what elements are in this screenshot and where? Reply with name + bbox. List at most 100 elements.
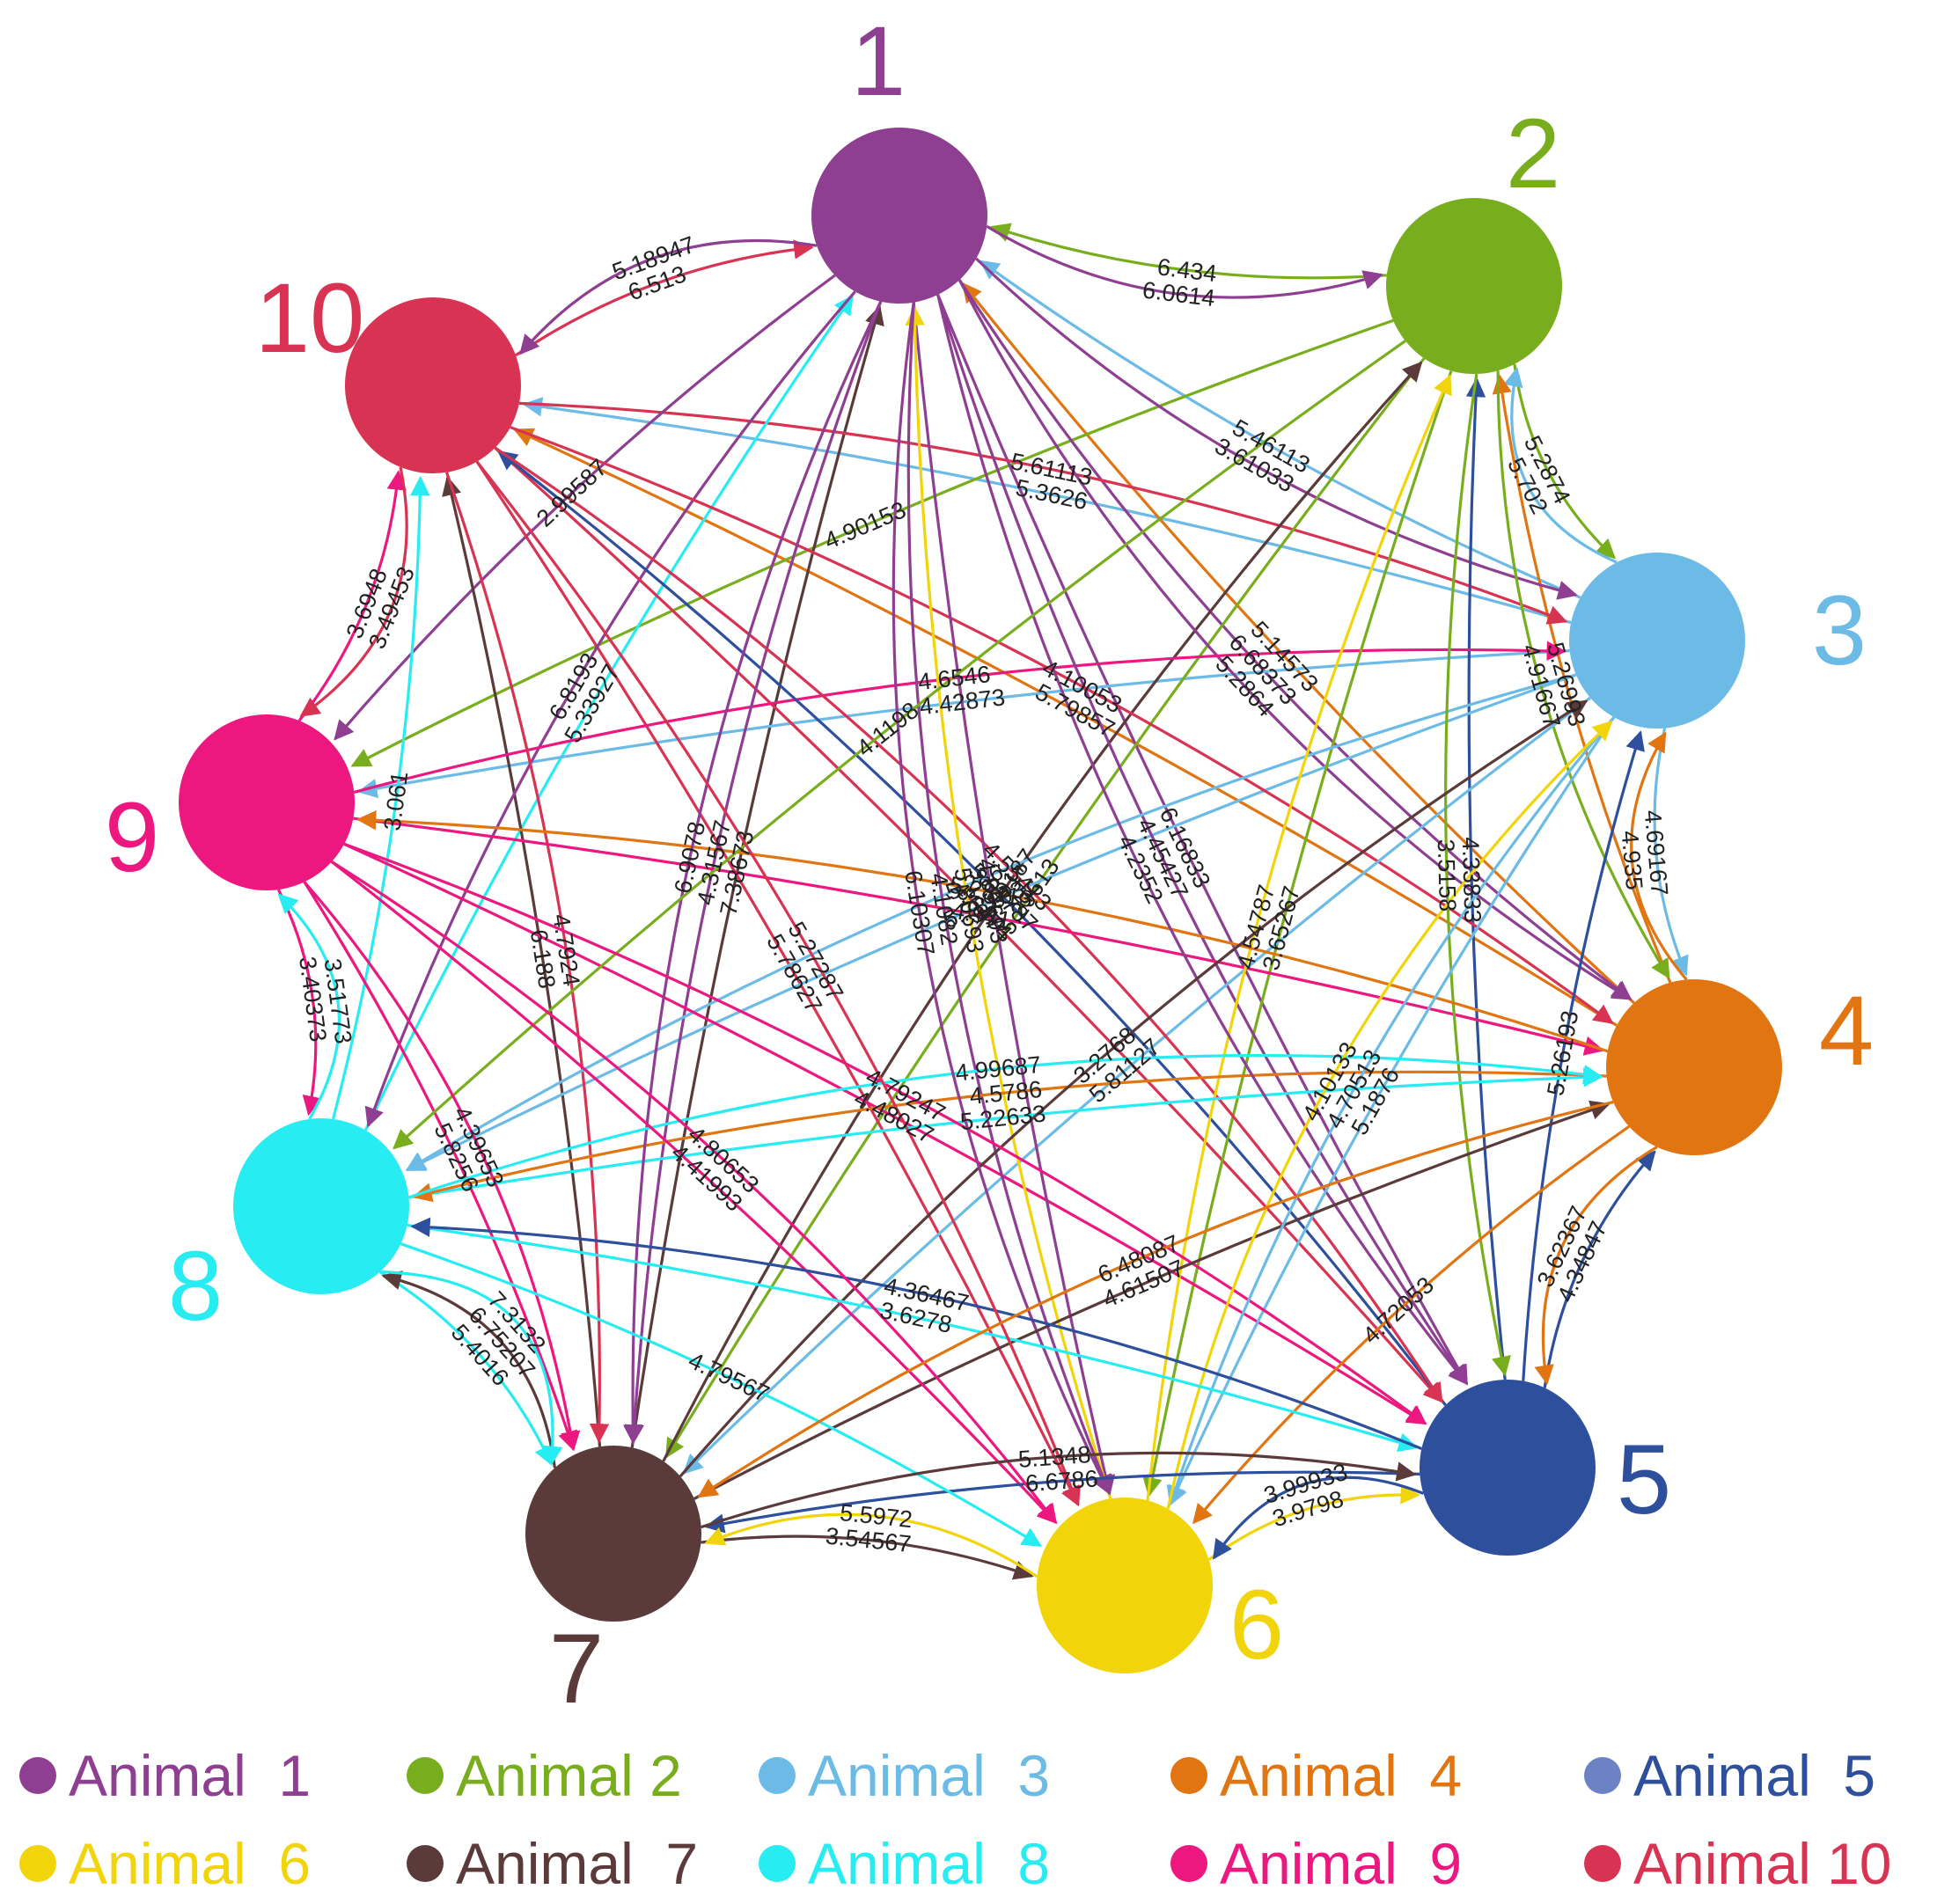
- node-number-1: 1: [851, 6, 906, 116]
- edge-6-to-5: [1207, 1484, 1420, 1561]
- edge-3-to-6: [1166, 716, 1616, 1506]
- edge-1-to-6: [891, 302, 1112, 1496]
- edge-5-to-3: [1522, 730, 1645, 1381]
- edge-8-to-7: [379, 1271, 563, 1467]
- edge-10-to-9: [299, 466, 408, 717]
- edge-8-to-9: [277, 893, 341, 1120]
- edge-4-to-10: [513, 428, 1618, 1027]
- network-diagram: 6.4346.06146.5135.189475.36265.145735.46…: [105, 6, 1874, 1724]
- legend-label: Animal 4: [1220, 1743, 1463, 1808]
- edge-7-to-8: [381, 1271, 556, 1468]
- node-number-6: 6: [1229, 1570, 1284, 1680]
- legend: Animal 1 Animal 2 Animal 3 Animal 4 Animal 5…: [0, 1725, 1937, 1904]
- edge-7-to-10: [442, 475, 602, 1447]
- edge-1-to-5: [936, 294, 1469, 1386]
- node-10: [345, 297, 521, 473]
- edge-8-to-10: [331, 475, 430, 1120]
- legend-label: Animal 6: [69, 1831, 312, 1896]
- legend-dot-icon: [19, 1757, 56, 1794]
- legend-dot-icon: [407, 1845, 444, 1882]
- edge-weight-label: 4.90153: [820, 496, 910, 554]
- node-3: [1569, 553, 1745, 729]
- edge-1-to-4: [957, 279, 1633, 1000]
- legend-dot-icon: [759, 1845, 796, 1882]
- edge-1-to-2: [986, 224, 1383, 299]
- edge-weight-label: 5.26193: [1542, 1008, 1583, 1097]
- edge-2-to-3: [1513, 363, 1617, 560]
- edge-weight-label: 4.33833: [1457, 837, 1486, 923]
- edge-2-to-8: [393, 340, 1406, 1150]
- edge-5-to-8: [410, 1217, 1422, 1450]
- node-number-3: 3: [1812, 575, 1867, 685]
- legend-dot-icon: [407, 1757, 444, 1794]
- edge-7-to-2: [662, 361, 1423, 1462]
- node-number-5: 5: [1617, 1424, 1671, 1534]
- nodes-layer: 1 2 3 4 5 6 7 8 9 10: [105, 6, 1874, 1724]
- edge-9-to-7: [303, 881, 577, 1452]
- legend-item-animal-9: Animal 9: [1170, 1830, 1462, 1897]
- legend-item-animal-4: Animal 4: [1170, 1742, 1462, 1809]
- legend-label: Animal 10: [1633, 1831, 1892, 1896]
- edge-1-to-3: [975, 257, 1578, 600]
- edge-3-to-8: [405, 673, 1577, 1172]
- edge-6-to-3: [1166, 720, 1613, 1510]
- edge-8-to-4: [407, 1053, 1603, 1199]
- node-number-4: 4: [1819, 976, 1874, 1086]
- edge-2-to-4: [1496, 370, 1670, 979]
- edge-4-to-6: [1192, 1124, 1631, 1525]
- node-8: [233, 1118, 409, 1294]
- edge-2-to-1: [990, 223, 1387, 280]
- node-number-10: 10: [255, 263, 365, 373]
- edge-1-to-6: [912, 302, 1116, 1496]
- edge-2-to-6: [1142, 370, 1453, 1498]
- edge-1-to-6: [906, 302, 1112, 1496]
- node-1: [811, 128, 987, 304]
- edge-1-to-4: [957, 279, 1633, 1000]
- node-9: [179, 714, 355, 890]
- legend-label: Animal 1: [69, 1743, 312, 1808]
- edge-9-to-5: [343, 842, 1427, 1425]
- edge-10-to-3: [518, 401, 1568, 625]
- edge-5-to-10: [496, 450, 1447, 1406]
- edge-7-to-3: [679, 699, 1588, 1478]
- edge-8-to-5: [407, 1223, 1419, 1453]
- edge-7-to-4: [693, 1100, 1610, 1500]
- edge-1-to-5: [936, 294, 1469, 1386]
- edge-1-to-7: [624, 301, 883, 1445]
- node-number-8: 8: [168, 1231, 223, 1341]
- edge-1-to-8: [364, 290, 856, 1128]
- node-5: [1420, 1380, 1596, 1556]
- edge-3-to-2: [1503, 367, 1618, 564]
- legend-label: Animal 2: [456, 1743, 682, 1808]
- edge-8-to-6: [400, 1242, 1043, 1548]
- node-6: [1037, 1498, 1213, 1673]
- edge-8-to-4: [408, 1067, 1603, 1199]
- edge-1-to-9: [334, 274, 836, 741]
- edge-8-to-1: [363, 294, 854, 1131]
- node-number-2: 2: [1506, 99, 1560, 209]
- legend-item-animal-6: Animal 6: [19, 1830, 311, 1897]
- legend-label: Animal 5: [1633, 1743, 1876, 1808]
- edge-8-to-7: [378, 1271, 554, 1466]
- edge-6-to-1: [905, 305, 1112, 1499]
- legend-item-animal-5: Animal 5: [1584, 1742, 1875, 1809]
- edges-layer: [276, 223, 1689, 1580]
- edge-4-to-5: [1534, 1146, 1658, 1386]
- edge-5-to-4: [1543, 1150, 1656, 1388]
- legend-item-animal-3: Animal 3: [759, 1742, 1050, 1809]
- edge-3-to-6: [1169, 716, 1616, 1506]
- edge-weight-label: 3.5158: [1433, 838, 1461, 912]
- node-4: [1606, 979, 1782, 1155]
- legend-dot-icon: [1584, 1757, 1621, 1794]
- legend-dot-icon: [1170, 1845, 1207, 1882]
- legend-label: Animal 7: [456, 1831, 699, 1896]
- legend-dot-icon: [19, 1845, 56, 1882]
- edge-6-to-2: [1146, 374, 1452, 1501]
- legend-item-animal-7: Animal 7: [407, 1830, 698, 1897]
- edge-2-to-5: [1444, 373, 1511, 1377]
- edge-9-to-7: [303, 881, 581, 1452]
- legend-label: Animal 3: [808, 1743, 1051, 1808]
- edge-4-to-2: [1492, 373, 1672, 984]
- edge-10-to-5: [494, 446, 1443, 1403]
- node-number-7: 7: [549, 1614, 604, 1724]
